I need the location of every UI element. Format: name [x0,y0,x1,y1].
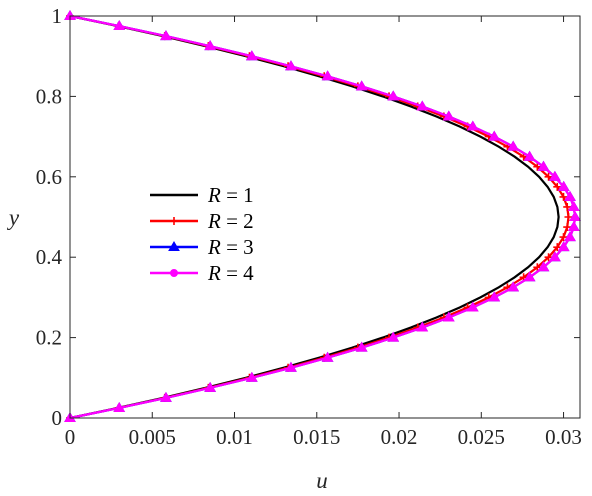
data-point [245,50,258,61]
data-point [466,120,479,131]
data-point [544,172,553,181]
data-point [170,269,178,277]
data-point [548,251,561,262]
y-tick-label: 0.2 [36,326,62,350]
data-point [488,291,501,302]
data-point [559,192,568,201]
data-point [321,351,334,362]
series-line [69,14,560,420]
x-tick-label: 0.025 [458,425,505,449]
data-point [160,391,172,402]
legend-item-4: R = 4 [150,261,254,285]
y-tick-label: 0.4 [36,245,63,269]
legend: R = 1R = 2R = 3R = 4 [150,183,254,285]
data-point [564,213,573,221]
data-point [569,211,581,221]
data-point [285,60,297,71]
y-tick-label: 1 [52,4,63,28]
data-point [523,150,536,161]
data-point [559,233,568,242]
data-point [523,271,536,282]
y-axis-label: y [7,205,20,230]
data-point [488,130,501,141]
x-tick-label: 0.01 [216,425,253,449]
data-point [567,200,580,211]
data-point [387,90,400,101]
data-point [564,190,576,201]
data-point [563,202,572,211]
data-point [245,371,258,382]
data-point [204,381,217,392]
data-point [557,241,570,252]
data-point [564,231,576,242]
data-point [387,331,400,342]
legend-item-3: R = 3 [150,235,254,259]
y-tick-label: 0.8 [36,84,62,108]
data-point [567,221,580,232]
legend-label: R = 1 [207,183,254,207]
data-point [507,281,520,292]
series-4 [64,10,581,422]
data-point [204,40,217,51]
data-point [160,30,172,41]
legend-label: R = 3 [207,235,254,259]
y-tick-label: 0.6 [36,165,62,189]
data-point [548,170,561,181]
data-point [416,321,429,332]
data-point [553,243,562,252]
axes: 0 0.005 0.01 0.015 0.02 0.025 0.03 0 0.2 0.4 0.6 0.… [36,4,582,449]
data-point [442,311,455,322]
data-point [557,180,570,191]
data-point [537,261,550,272]
x-tick-label: 0.02 [381,425,418,449]
y-tick-label: 0 [52,406,63,430]
data-point [355,341,368,352]
data-point [113,401,126,412]
x-tick-label: 0.03 [545,425,582,449]
data-point [113,20,126,31]
legend-label: R = 2 [207,209,254,233]
plot-area [64,10,581,422]
legend-label: R = 4 [207,261,254,285]
x-tick-label: 0.005 [129,425,176,449]
data-point [416,100,429,111]
series-1 [69,14,560,420]
data-point [466,301,479,312]
data-point [285,361,297,372]
axes-frame [69,15,581,419]
x-tick-label: 0 [65,425,76,449]
data-point [170,217,178,225]
x-axis-label: u [316,468,328,493]
data-point [168,241,180,251]
legend-item-1: R = 1 [150,183,254,207]
data-point [442,110,455,121]
legend-item-2: R = 2 [150,209,254,233]
x-tick-label: 0.015 [293,425,340,449]
data-point [553,182,562,191]
data-point [563,223,572,232]
data-point [321,70,334,81]
data-point [507,140,520,151]
data-point [355,80,368,91]
data-point [544,253,553,262]
data-point [537,160,550,171]
